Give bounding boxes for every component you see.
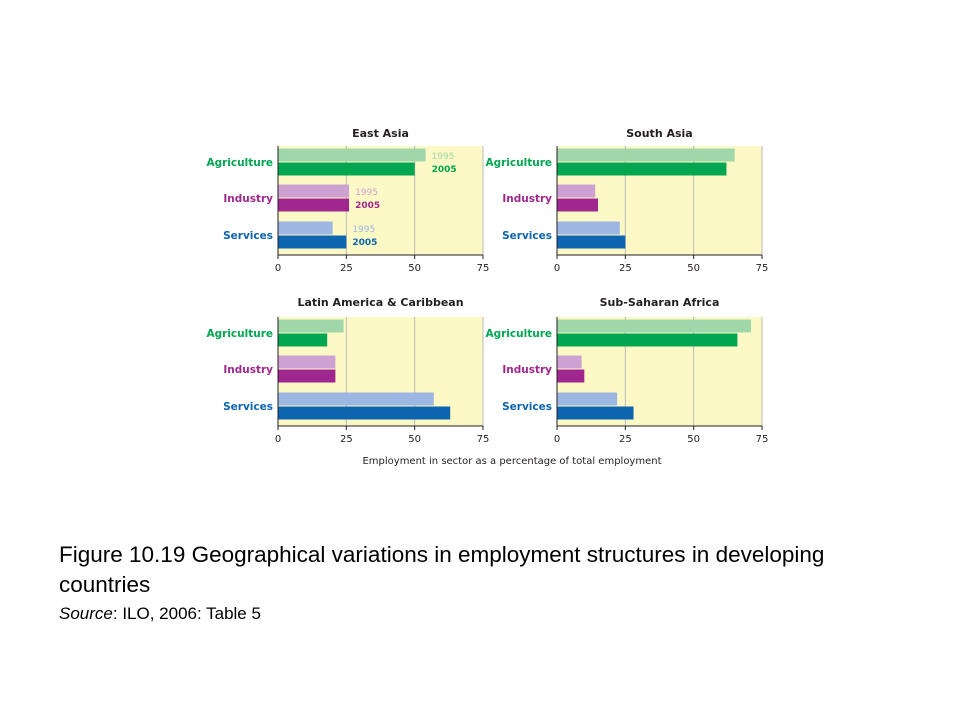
bar-industry-2005	[278, 198, 350, 212]
bar-services-1995	[557, 221, 620, 235]
x-tick-label: 25	[619, 263, 632, 274]
bar-industry-1995	[557, 184, 596, 198]
x-axis-label: Employment in sector as a percentage of …	[362, 456, 661, 467]
x-tick-label: 50	[687, 263, 700, 274]
bar-services-1995	[278, 392, 434, 406]
bar-agriculture-1995	[557, 148, 735, 162]
x-tick-label: 50	[408, 263, 421, 274]
category-label: Agriculture	[485, 157, 552, 169]
chart-panel-1: South Asia Agriculture Industry Services 0 25…	[485, 127, 768, 274]
category-label: Industry	[502, 364, 552, 376]
category-label: Agriculture	[206, 157, 273, 169]
bar-services-2005	[557, 235, 626, 249]
category-label: Agriculture	[206, 328, 273, 340]
x-tick-label: 75	[477, 434, 490, 445]
category-label: Services	[223, 230, 273, 242]
bar-industry-2005	[557, 198, 598, 212]
bar-services-1995	[557, 392, 618, 406]
bar-industry-2005	[557, 369, 585, 383]
category-label: Services	[223, 401, 273, 413]
year-label-1995: 1995	[355, 188, 378, 198]
year-label-1995: 1995	[432, 152, 455, 162]
category-label: Services	[502, 401, 552, 413]
x-tick-label: 25	[340, 434, 353, 445]
x-tick-label: 0	[554, 263, 560, 274]
category-label: Industry	[502, 193, 552, 205]
x-tick-label: 75	[477, 263, 490, 274]
chart-panel-2: Latin America & Caribbean Agriculture Indu…	[206, 296, 489, 445]
year-label-2005: 2005	[432, 165, 457, 175]
bar-industry-1995	[278, 355, 336, 369]
x-tick-label: 75	[756, 263, 769, 274]
year-label-1995: 1995	[352, 225, 375, 235]
panel-title: Sub-Saharan Africa	[600, 296, 720, 309]
x-tick-label: 0	[275, 263, 281, 274]
panel-title: Latin America & Caribbean	[297, 296, 463, 309]
x-tick-label: 75	[756, 434, 769, 445]
bar-agriculture-1995	[278, 148, 426, 162]
bar-agriculture-2005	[278, 162, 415, 176]
bar-agriculture-2005	[557, 333, 738, 347]
bar-agriculture-1995	[557, 319, 752, 333]
x-tick-label: 25	[619, 434, 632, 445]
chart-panel-0: East Asia Agriculture 1995 2005 Industry 1995…	[206, 127, 489, 274]
bar-industry-1995	[278, 184, 350, 198]
chart-panel-3: Sub-Saharan Africa Agriculture Industry Ser…	[485, 296, 768, 445]
bar-agriculture-2005	[278, 333, 328, 347]
bar-services-2005	[557, 406, 634, 420]
bar-services-2005	[278, 406, 451, 420]
category-label: Agriculture	[485, 328, 552, 340]
bar-services-1995	[278, 221, 333, 235]
year-label-2005: 2005	[355, 201, 380, 211]
bar-industry-1995	[557, 355, 582, 369]
x-tick-label: 0	[275, 434, 281, 445]
x-tick-label: 50	[687, 434, 700, 445]
source-text: : ILO, 2006: Table 5	[112, 604, 261, 623]
category-label: Industry	[223, 364, 273, 376]
figure-source: Source: ILO, 2006: Table 5	[59, 604, 261, 624]
bar-services-2005	[278, 235, 347, 249]
category-label: Industry	[223, 193, 273, 205]
figure-caption: Figure 10.19 Geographical variations in …	[59, 542, 825, 597]
x-tick-label: 25	[340, 263, 353, 274]
x-tick-label: 50	[408, 434, 421, 445]
source-label: Source	[59, 604, 113, 623]
year-label-2005: 2005	[352, 238, 377, 248]
bar-agriculture-1995	[278, 319, 344, 333]
panel-title: East Asia	[352, 127, 409, 140]
x-tick-label: 0	[554, 434, 560, 445]
category-label: Services	[502, 230, 552, 242]
bar-agriculture-2005	[557, 162, 727, 176]
panel-title: South Asia	[626, 127, 692, 140]
bar-industry-2005	[278, 369, 336, 383]
